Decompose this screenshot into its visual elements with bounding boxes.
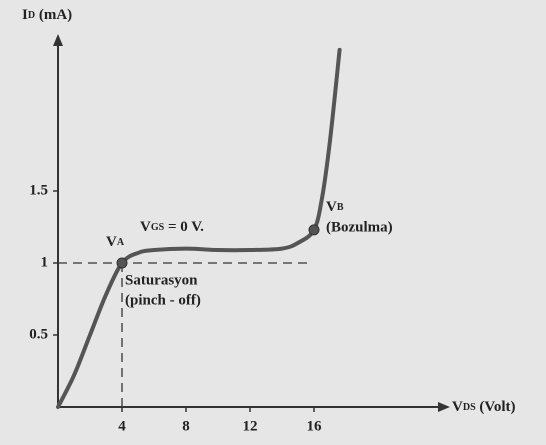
point	[308, 224, 320, 236]
point-label-main: V	[326, 199, 337, 215]
y-axis-arrow	[53, 34, 63, 46]
point-label: VB	[326, 199, 344, 215]
y-tick-label: 1.5	[29, 182, 48, 198]
point-label-sub: A	[117, 237, 125, 248]
point-label: VA	[106, 234, 125, 250]
x-tick-label: 8	[182, 418, 190, 434]
point-note: (pinch - off)	[125, 292, 201, 308]
y-tick-label: 0.5	[29, 326, 48, 342]
x-axis-arrow	[438, 402, 450, 412]
curve-label: VGS = 0 V.	[140, 219, 204, 235]
point	[116, 257, 128, 269]
y-tick-label: 1	[41, 254, 49, 270]
x-tick-label: 4	[118, 418, 126, 434]
x-tick-label: 12	[243, 418, 258, 434]
curve	[56, 47, 342, 409]
y-axis-label: ID (mA)	[22, 7, 72, 23]
point-label-sub: B	[337, 202, 344, 213]
x-tick-label: 16	[307, 418, 323, 434]
point-label-main: V	[106, 234, 117, 250]
point-note: Saturasyon	[125, 272, 198, 288]
x-axis-label: VDS (Volt)	[452, 399, 516, 415]
point-note: (Bozulma)	[326, 219, 393, 235]
